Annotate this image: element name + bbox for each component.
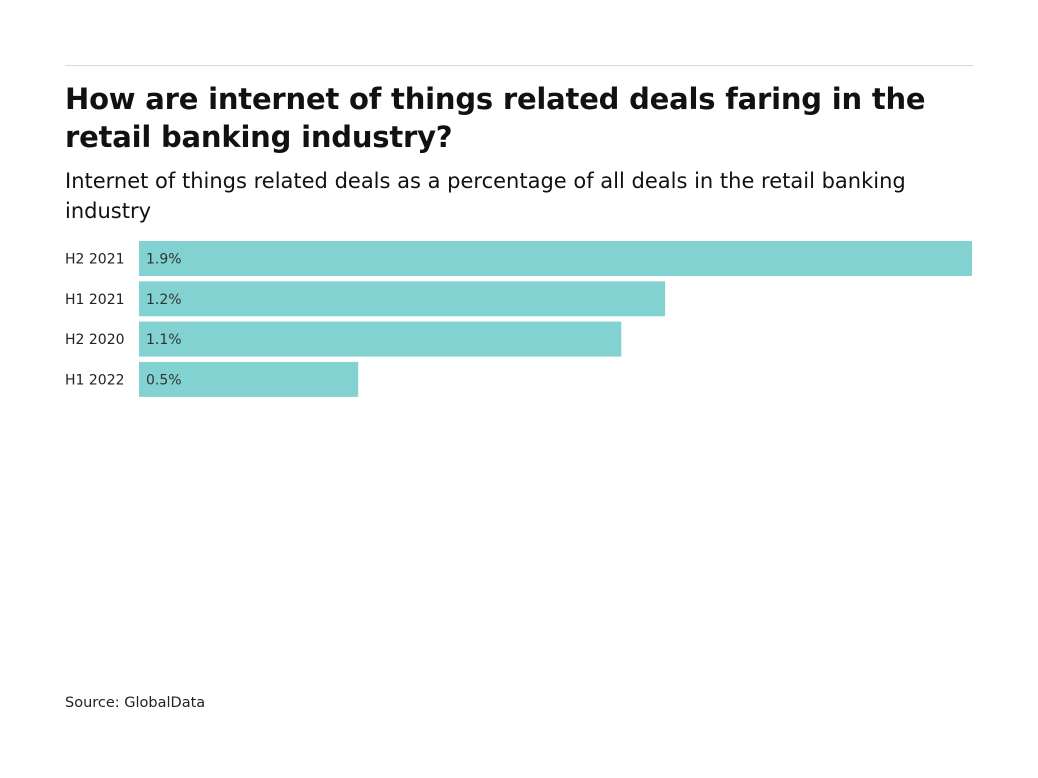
bar-h2-2021 [139, 241, 972, 276]
value-label: 0.5% [146, 372, 182, 388]
chart-title: How are internet of things related deals… [65, 82, 926, 154]
category-label: H1 2021 [65, 292, 125, 308]
value-label: 1.1% [146, 332, 182, 348]
bar-h2-2020 [139, 321, 622, 357]
category-label: H2 2020 [65, 332, 125, 348]
bar-h1-2021 [139, 281, 666, 317]
value-label: 1.2% [146, 292, 182, 308]
top-divider [65, 65, 973, 66]
category-label: H1 2022 [65, 372, 125, 388]
chart-subtitle: Internet of things related deals as a pe… [65, 169, 906, 223]
bar-h1-2022 [139, 361, 359, 397]
source-note: Source: GlobalData [65, 695, 206, 711]
value-label: 1.9% [146, 252, 182, 268]
category-label: H2 2021 [65, 252, 125, 268]
bars-group: H2 2021 1.9% H1 2021 1.2% H2 2020 1.1% H1 2022… [65, 241, 972, 397]
